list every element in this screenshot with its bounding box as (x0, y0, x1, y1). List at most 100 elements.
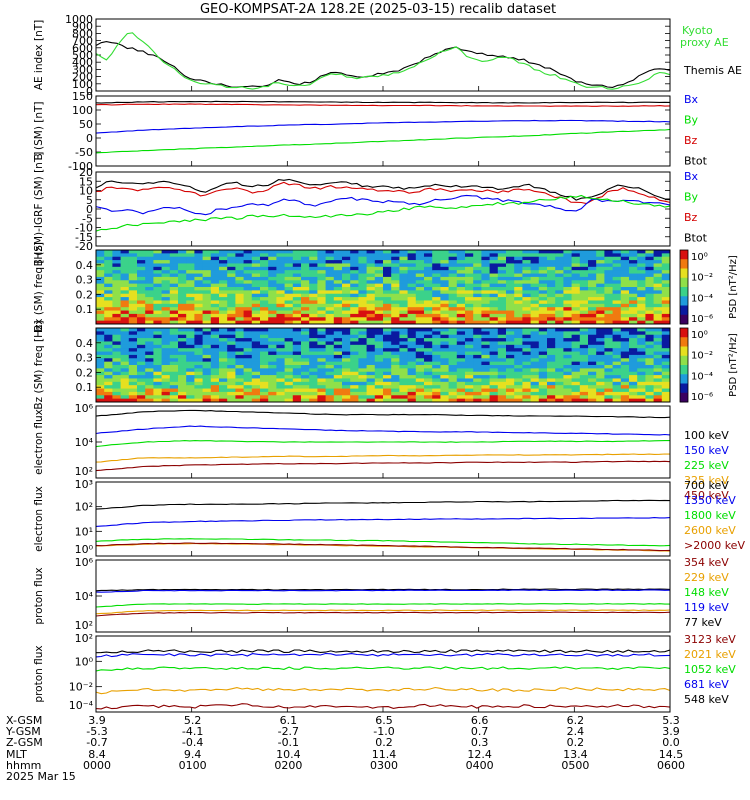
spectrogram-cell (563, 334, 572, 339)
spectrogram-cell (219, 290, 228, 295)
spectrogram-cell (620, 365, 630, 369)
spectrogram-cell (235, 368, 244, 373)
spectrogram-cell (522, 375, 531, 379)
spectrogram-cell (268, 348, 277, 352)
spectrogram-cell (456, 250, 466, 254)
spectrogram-cell (489, 320, 499, 325)
spectrogram-cell (153, 361, 162, 366)
spectrogram-cell (251, 361, 261, 366)
spectrogram-cell (432, 358, 441, 363)
spectrogram-cell (194, 348, 203, 352)
spectrogram-cell (399, 263, 408, 268)
y-tick-label: 400 (72, 56, 93, 69)
spectrogram-cell (366, 276, 376, 281)
spectrogram-cell (653, 297, 663, 301)
spectrogram-cell (202, 253, 212, 258)
spectrogram-cell (637, 310, 646, 315)
spectrogram-cell (284, 290, 294, 295)
spectrogram-cell (145, 338, 154, 342)
spectrogram-cell (415, 266, 425, 271)
spectrogram-cell (243, 368, 253, 373)
spectrogram-cell (260, 361, 269, 366)
spectrogram-cell (268, 398, 277, 403)
spectrogram-cell (178, 260, 187, 264)
spectrogram-cell (538, 331, 548, 336)
spectrogram-cell (596, 250, 605, 254)
spectrogram-cell (424, 358, 433, 363)
spectrogram-cell (284, 354, 294, 359)
spectrogram-cell (268, 317, 277, 322)
spectrogram-cell (227, 320, 236, 325)
spectrogram-cell (579, 348, 589, 352)
spectrogram-cell (465, 320, 474, 325)
spectrogram-cell (284, 388, 294, 393)
spectrogram-cell (514, 266, 523, 271)
panels: AE index [nT]010020030040050060070080090… (33, 13, 745, 713)
spectrogram-cell (366, 260, 376, 264)
spectrogram-cell (202, 354, 212, 359)
spectrogram-cell (219, 320, 228, 325)
spectrogram-cell (260, 398, 269, 403)
spectrogram-cell (251, 266, 261, 271)
spectrogram-cell (440, 253, 449, 258)
spectrogram-cell (161, 334, 171, 339)
spectrogram-cell (579, 331, 589, 336)
y-tick-label: 10² (75, 632, 93, 645)
spectrogram-cell (629, 358, 638, 363)
spectrogram-cell (96, 273, 105, 278)
spectrogram-cell (653, 388, 663, 393)
spectrogram-cell (661, 344, 671, 349)
spectrogram-cell (604, 300, 613, 305)
spectrogram-cell (661, 270, 671, 274)
spectrogram-cell (473, 256, 482, 261)
spectrogram-cell (210, 253, 220, 258)
spectrogram-cell (358, 348, 367, 352)
spectrogram-cell (448, 391, 458, 396)
spectrogram-cell (284, 368, 294, 373)
spectrogram-cell (506, 260, 515, 264)
spectrogram-cell (169, 375, 179, 379)
spectrogram-cell (325, 395, 335, 400)
series-line-148-kev (95, 603, 670, 608)
spectrogram-cell (194, 287, 203, 291)
spectrogram-cell (440, 358, 449, 363)
spectrogram-cell (415, 320, 425, 325)
spectrogram-cell (243, 358, 253, 363)
spectrogram-cell (325, 310, 335, 315)
spectrogram-cell (629, 368, 638, 373)
spectrogram-cell (251, 293, 261, 298)
time-axis-value: 0.0 (662, 736, 680, 749)
spectrogram-cell (227, 300, 236, 305)
spectrogram-cell (104, 303, 113, 308)
spectrogram-cell (96, 398, 105, 403)
spectrogram-cell (251, 250, 261, 254)
spectrogram-cell (120, 263, 130, 268)
spectrogram-cell (153, 256, 162, 261)
spectrogram-cell (629, 270, 638, 274)
spectrogram-cell (104, 270, 113, 274)
spectrogram-cell (538, 398, 548, 403)
series-line-1350-kev (95, 517, 671, 527)
spectrogram-cell (571, 398, 581, 403)
spectrogram-cell (333, 300, 343, 305)
spectrogram-cell (424, 365, 433, 369)
spectrogram-cell (350, 361, 359, 366)
spectrogram-cell (219, 348, 228, 352)
spectrogram-cell (96, 334, 105, 339)
spectrogram-cell (456, 375, 466, 379)
spectrogram-cell (96, 395, 105, 400)
spectrogram-cell (358, 391, 367, 396)
spectrogram-cell (145, 358, 154, 363)
spectrogram-cell (637, 344, 646, 349)
time-axis-value: 0100 (179, 759, 207, 772)
spectrogram-cell (186, 317, 195, 322)
spectrogram-cell (301, 391, 310, 396)
spectrogram-cell (169, 317, 179, 322)
series-line-700-kev (95, 499, 671, 510)
spectrogram-cell (612, 331, 622, 336)
spectrogram-cell (202, 300, 212, 305)
spectrogram-cell (481, 328, 490, 332)
spectrogram-cell (309, 338, 318, 342)
spectrogram-cell (579, 338, 589, 342)
spectrogram-cell (243, 388, 253, 393)
